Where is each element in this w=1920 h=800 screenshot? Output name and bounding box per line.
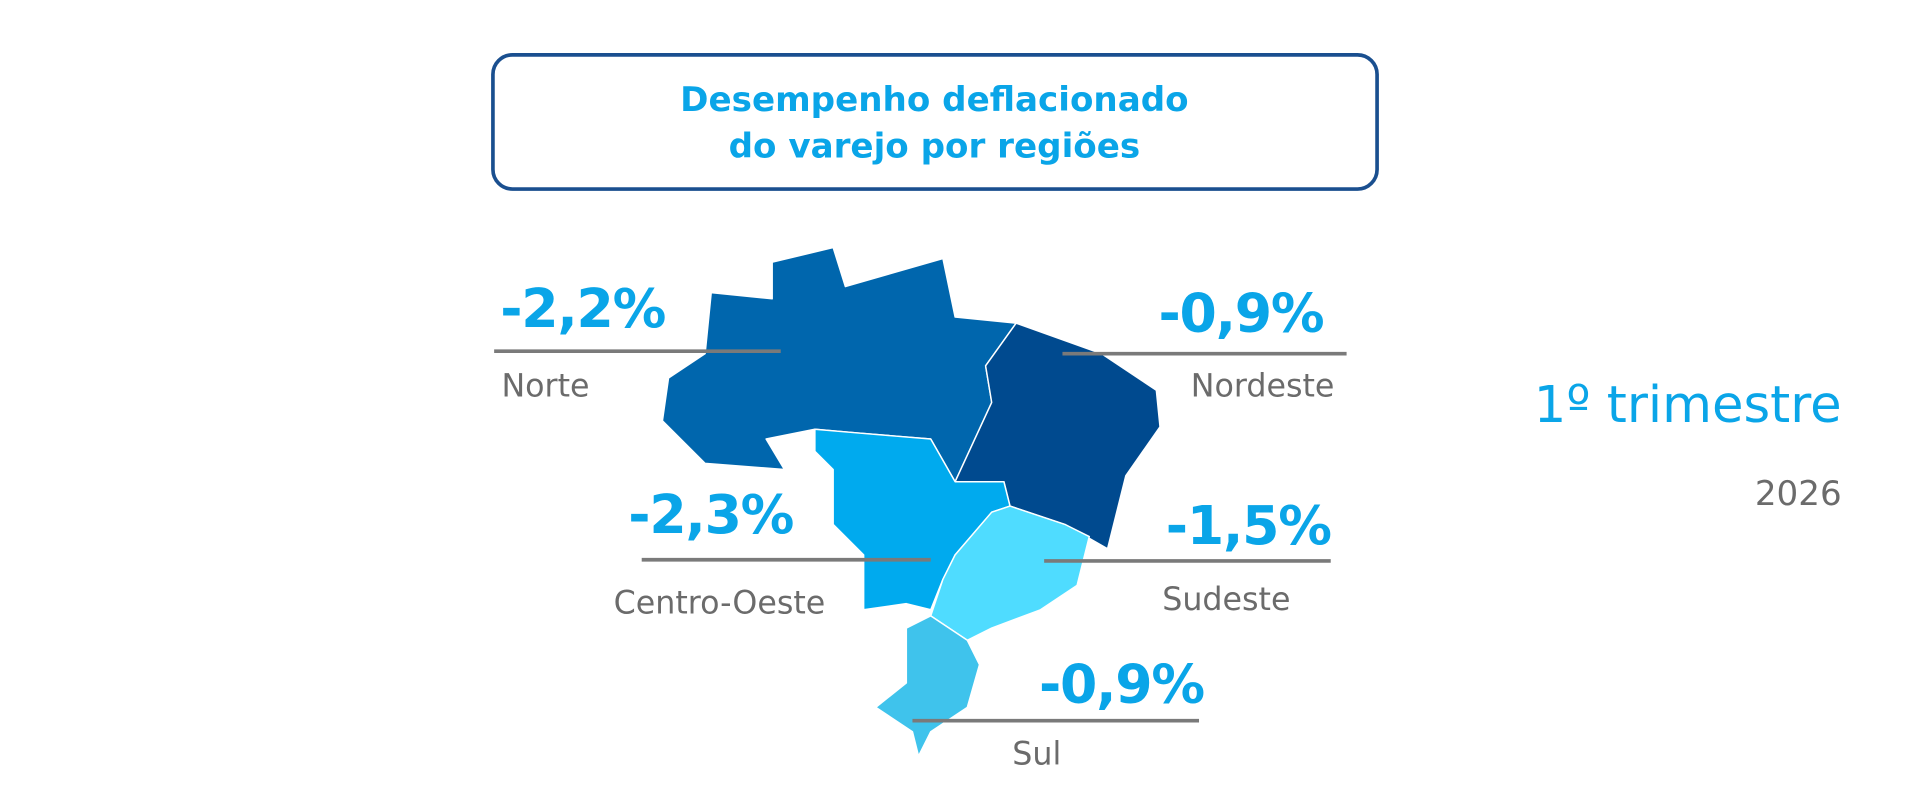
region-value: -2,3% — [628, 483, 793, 546]
region-label: Sul — [1012, 737, 1061, 773]
region-sudeste — [930, 505, 1090, 641]
title-line: do varejo por regiões — [729, 126, 1141, 166]
title-box — [491, 53, 1379, 191]
period: 1º trimestre — [1534, 375, 1842, 435]
region-label: Sudeste — [1162, 582, 1290, 618]
brazil-map — [661, 246, 1161, 757]
region-value: -1,5% — [1166, 494, 1331, 557]
year: 2026 — [1755, 474, 1842, 514]
region-label: Centro-Oeste — [614, 585, 826, 621]
region-sul — [875, 615, 981, 757]
region-label: Norte — [501, 368, 589, 404]
region-label: Nordeste — [1191, 368, 1335, 404]
region-value: -2,2% — [500, 277, 665, 340]
region-value: -0,9% — [1039, 652, 1204, 715]
title-line: Desempenho deflacionado — [680, 80, 1188, 120]
region-value: -0,9% — [1158, 282, 1323, 345]
